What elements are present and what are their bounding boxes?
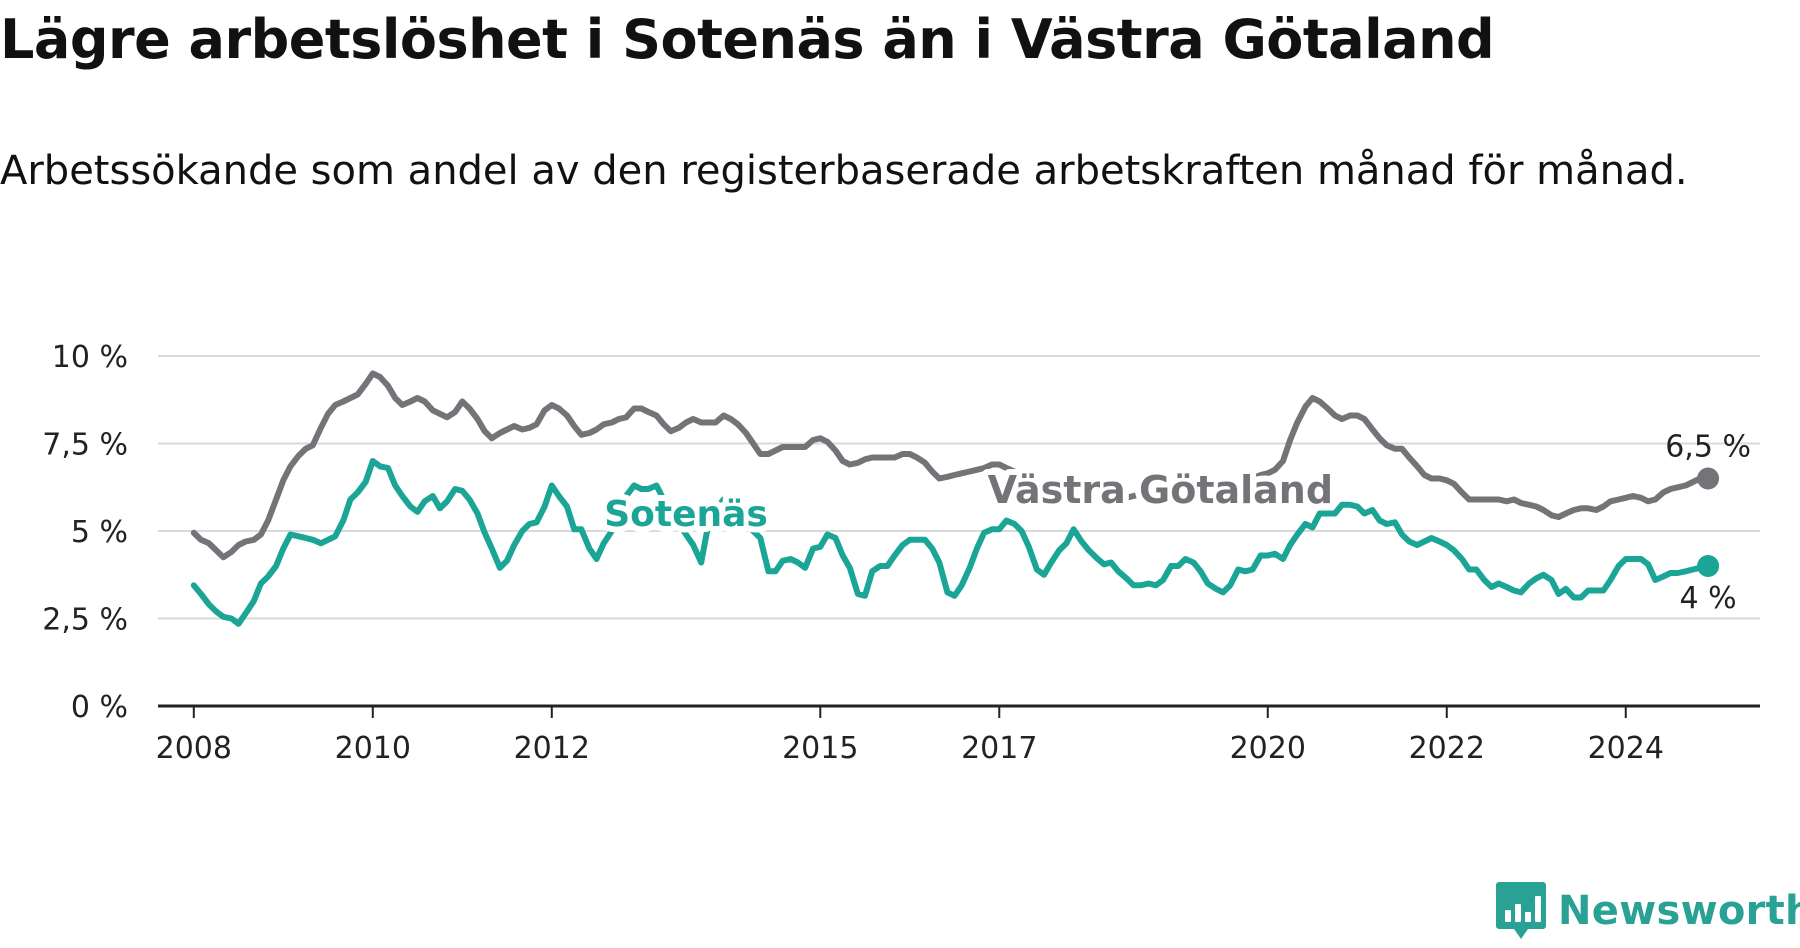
series-name-label-halo: Västra Götaland [988, 468, 1333, 512]
series-name-label: Sotenäs [604, 494, 768, 535]
x-tick-label: 2024 [1588, 731, 1664, 766]
series-line [190, 370, 1712, 561]
chart-title: Lägre arbetslöshet i Sotenäs än i Västra… [0, 8, 1495, 71]
series-name-label-halo: Sotenäs [604, 494, 768, 535]
series-name-label: Västra Götaland [988, 468, 1333, 512]
x-tick-label: 2017 [961, 731, 1037, 766]
x-tick-label: 2020 [1230, 731, 1306, 766]
y-tick-label: 0 % [71, 690, 128, 725]
y-tick-label: 10 % [52, 340, 128, 375]
chart-subtitle: Arbetssökande som andel av den registerb… [0, 148, 1688, 194]
series-end-value-label: 6,5 % [1665, 430, 1751, 465]
y-tick-label: 5 % [71, 515, 128, 550]
x-tick-label: 2012 [514, 731, 590, 766]
series-lines [190, 370, 1720, 627]
axes: 0 % 2,5 % 5 % 7,5 % 10 % 2008 2010 2012 2015 2017… [42, 340, 1760, 766]
series-end-value-label: 4 % [1680, 581, 1737, 616]
series-end-marker [1697, 555, 1720, 577]
brand-name: Newsworthy [1558, 888, 1800, 934]
x-tick-label: 2022 [1409, 731, 1485, 766]
x-tick-label: 2015 [782, 731, 858, 766]
x-tick-label: 2008 [156, 731, 232, 766]
x-tick-label: 2010 [335, 731, 411, 766]
y-tick-label: 2,5 % [42, 603, 128, 638]
y-tick-label: 7,5 % [42, 428, 128, 463]
grid-lines [158, 355, 1760, 620]
series-line [190, 458, 1712, 627]
brand-logo[interactable]: Newsworthy [1496, 876, 1800, 946]
series-end-marker [1697, 467, 1720, 490]
newsworthy-logo-icon [1496, 882, 1546, 939]
